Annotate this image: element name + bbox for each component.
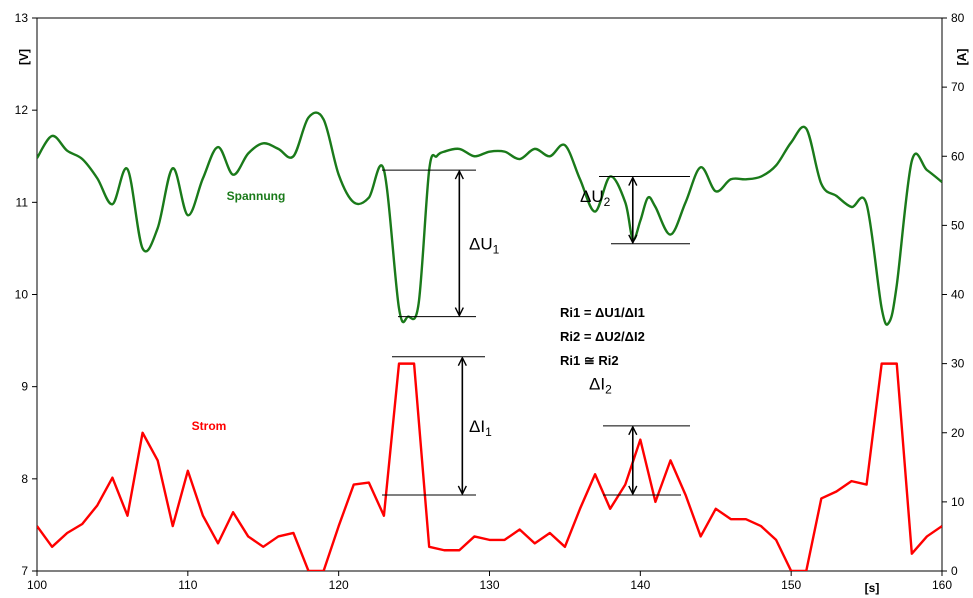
series-label-strom: Strom	[192, 419, 227, 433]
delta-label-sub: 1	[493, 242, 500, 256]
y-right-tick-label: 20	[951, 426, 965, 440]
delta-label-sub: 2	[604, 195, 611, 209]
x-tick-label: 110	[178, 578, 197, 592]
series-line-spannung	[37, 111, 942, 326]
x-tick-label: 100	[27, 578, 47, 592]
formula-2: Ri2 = ΔU2/ΔI2	[560, 329, 645, 344]
formula-1: Ri1 = ΔU1/ΔI1	[560, 305, 645, 320]
y-right-tick-label: 60	[951, 149, 965, 163]
delta-label-main: ΔU	[580, 187, 604, 206]
formula-3: Ri1 ≅ Ri2	[560, 353, 619, 368]
delta-label-main: ΔI	[469, 417, 485, 436]
y-left-tick-label: 10	[15, 288, 29, 302]
y-left-tick-label: 8	[21, 472, 28, 486]
delta-label-sub: 2	[605, 382, 612, 396]
series-line-strom	[37, 362, 942, 571]
y-right-tick-label: 70	[951, 80, 965, 94]
series-label-spannung: Spannung	[227, 189, 286, 203]
y-right-tick-label: 40	[951, 288, 965, 302]
y-left-axis-label: [V]	[17, 49, 31, 65]
y-left-tick-label: 12	[15, 103, 29, 117]
x-axis-label: [s]	[865, 581, 880, 595]
x-tick-label: 150	[781, 578, 801, 592]
x-tick-label: 160	[932, 578, 952, 592]
plot-frame	[36, 17, 943, 572]
x-tick-label: 130	[479, 578, 499, 592]
delta-label: ΔI1	[469, 417, 492, 439]
y-left-tick-label: 9	[21, 380, 28, 394]
delta-label: ΔU1	[469, 234, 500, 256]
delta-label-main: ΔU	[469, 234, 493, 253]
y-left-tick-label: 7	[21, 564, 28, 578]
y-left-tick-label: 11	[16, 195, 29, 209]
y-right-tick-label: 0	[951, 564, 958, 578]
y-right-tick-label: 80	[951, 11, 965, 25]
delta-label-sub: 1	[485, 425, 492, 439]
y-right-tick-label: 50	[951, 218, 965, 232]
delta-label: ΔU2	[580, 187, 611, 209]
x-tick-label: 140	[630, 578, 650, 592]
series-layer	[37, 111, 942, 571]
axes: 100 110 120 130 140 150 1607891011121301020304…	[15, 11, 965, 592]
x-tick-label: 120	[329, 578, 349, 592]
y-right-tick-label: 10	[951, 495, 965, 509]
y-right-tick-label: 30	[951, 357, 965, 371]
y-left-tick-label: 13	[15, 11, 29, 25]
y-right-axis-label: [A]	[955, 49, 969, 66]
delta-label: ΔI2	[589, 374, 612, 396]
delta-label-main: ΔI	[589, 374, 605, 393]
